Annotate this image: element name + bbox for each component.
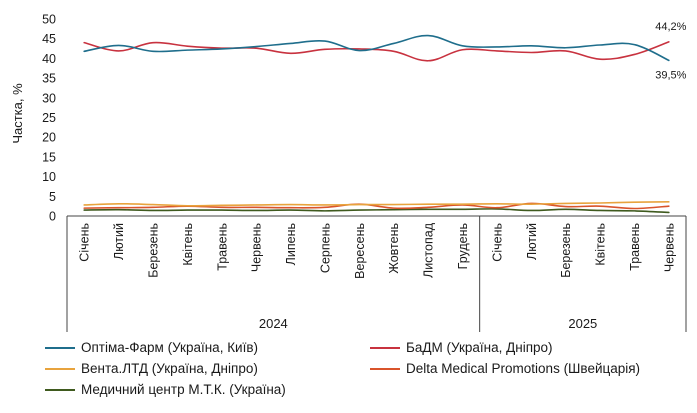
y-tick-label: 40 <box>42 52 56 66</box>
y-tick-label: 0 <box>49 210 56 224</box>
x-tick-label: Липень <box>284 223 298 265</box>
series-lines <box>83 34 670 214</box>
x-tick-label: Квітень <box>594 223 608 266</box>
legend-swatch <box>370 346 400 349</box>
y-axis-label: Частка, % <box>10 83 25 144</box>
y-tick-label: 15 <box>42 150 56 164</box>
x-tick-label: Вересень <box>353 223 367 279</box>
y-tick-label: 25 <box>42 111 56 125</box>
x-group-label: 2024 <box>259 316 288 331</box>
y-tick-label: 10 <box>42 170 56 184</box>
x-tick-label: Березень <box>559 223 573 278</box>
x-tick-label: Січень <box>78 223 92 262</box>
series-line <box>83 208 670 214</box>
x-tick-label: Травень <box>215 223 229 271</box>
legend-item: Вента.ЛТД (Україна, Дніпро) <box>45 361 258 376</box>
legend-label: БаДМ (Україна, Дніпро) <box>406 340 553 355</box>
x-tick-label: Березень <box>146 223 160 278</box>
x-tick-label: Травень <box>628 223 642 271</box>
x-tick-label: Серпень <box>318 223 332 273</box>
data-label: 44,2% <box>655 21 686 33</box>
x-tick-label: Січень <box>490 223 504 262</box>
legend-item: Delta Medical Promotions (Швейцарія) <box>370 361 640 376</box>
x-tick-label: Червень <box>662 223 676 272</box>
data-labels: 44,2% 39,5% <box>655 21 686 82</box>
legend-item: Оптіма-Фарм (Україна, Київ) <box>45 340 258 355</box>
legend-swatch <box>370 367 400 370</box>
y-tick-label: 50 <box>42 13 56 27</box>
legend-item: БаДМ (Україна, Дніпро) <box>370 340 553 355</box>
legend-label: Медичний центр М.Т.К. (Україна) <box>81 382 286 397</box>
legend-item: Медичний центр М.Т.К. (Україна) <box>45 382 286 397</box>
y-tick-label: 5 <box>49 190 56 204</box>
x-tick-label: Червень <box>250 223 264 272</box>
series-line <box>83 41 670 62</box>
y-tick-label: 45 <box>42 32 56 46</box>
x-tick-label: Грудень <box>456 223 470 269</box>
series-line <box>83 201 670 207</box>
legend-label: Оптіма-Фарм (Україна, Київ) <box>81 340 259 355</box>
y-tick-label: 20 <box>42 131 56 145</box>
legend-swatch <box>45 367 75 370</box>
legend-swatch <box>45 388 75 391</box>
x-tick-label: Лютий <box>525 223 539 260</box>
legend-label: Delta Medical Promotions (Швейцарія) <box>406 361 641 376</box>
x-group-label: 2025 <box>568 316 597 331</box>
data-label: 39,5% <box>655 69 686 81</box>
x-tick-label: Жовтень <box>387 223 401 274</box>
x-tick-label: Лютий <box>112 223 126 260</box>
y-tick-label: 30 <box>42 91 56 105</box>
series-line <box>83 34 670 62</box>
legend-swatch <box>45 346 75 349</box>
x-tick-label: Квітень <box>181 223 195 266</box>
y-tick-label: 35 <box>42 72 56 86</box>
x-tick-label: Листопад <box>422 222 436 278</box>
legend-label: Вента.ЛТД (Україна, Дніпро) <box>81 361 258 376</box>
